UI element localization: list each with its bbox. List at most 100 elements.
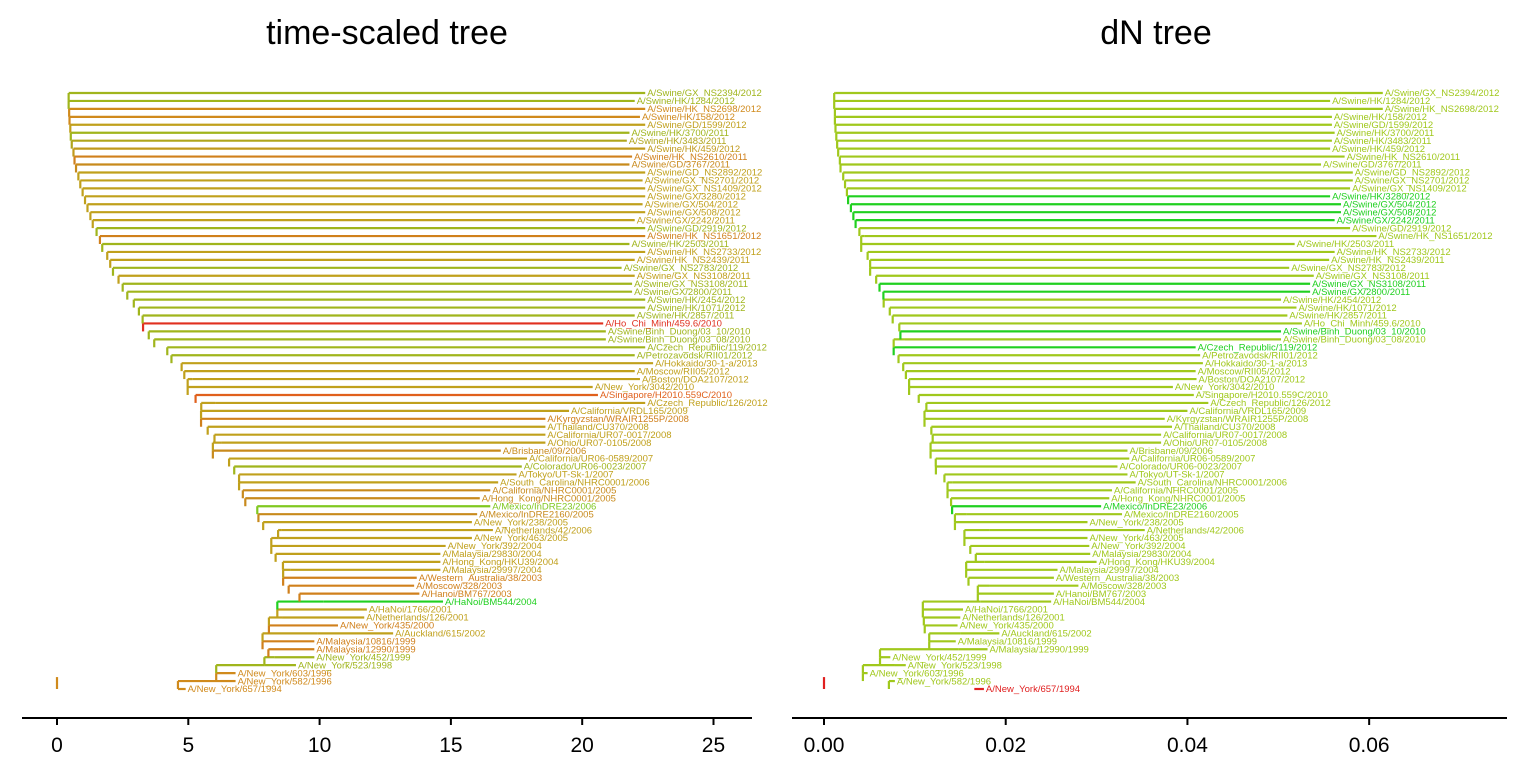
tip-label: A/Swine/HK/3483/2011 bbox=[1334, 136, 1432, 147]
tip-label: A/Swine/GX_NS1409/2012 bbox=[1352, 184, 1467, 195]
tip-label: A/New_York/3042/2010 bbox=[1175, 382, 1274, 393]
tip-label: A/Swine/GX_NS3108/2011 bbox=[637, 271, 751, 282]
tip-label: A/Moscow/328/2003 bbox=[416, 581, 502, 592]
tip-label: A/California/NHRC0001/2005 bbox=[492, 486, 616, 497]
tip-label: A/Auckland/615/2002 bbox=[395, 629, 485, 640]
tip-label: A/Malaysia/10816/1999 bbox=[316, 637, 415, 648]
tip-label: A/New_York/582/1996 bbox=[897, 676, 991, 687]
tip-label: A/Netherlands/42/2006 bbox=[1147, 525, 1244, 536]
tip-label: A/Boston/DOA2107/2012 bbox=[642, 374, 749, 385]
tip-label: A/Petrozavodsk/RII01/2012 bbox=[637, 350, 753, 361]
tip-label: A/Swine/HK/2857/2011 bbox=[637, 311, 735, 322]
tip-label: A/Swine/GD/2919/2012 bbox=[1352, 223, 1451, 234]
tip-label: A/Colorado/UR06-0023/2007 bbox=[1119, 462, 1242, 473]
tip-label: A/Swine/HK/2503/2011 bbox=[631, 239, 729, 250]
tip-label: A/Swine/GX_NS2783/2012 bbox=[1291, 263, 1406, 274]
tip-label: A/Moscow/RII05/2012 bbox=[1198, 366, 1291, 377]
axis-tick-label: 0.02 bbox=[985, 734, 1026, 757]
tip-label: A/Swine/GX_NS2783/2012 bbox=[624, 263, 739, 274]
tip-label: A/Ohio/UR07-0105/2008 bbox=[547, 438, 651, 449]
tip-label: A/Swine/GX_NS2394/2012 bbox=[647, 88, 762, 99]
tip-label: A/Hong_Kong/HKU39/2004 bbox=[442, 557, 558, 568]
tip-label: A/Kyrgyzstan/WRAIR1255P/2008 bbox=[1167, 414, 1309, 425]
tip-label: A/Singapore/H2010.559C/2010 bbox=[1196, 390, 1328, 401]
tip-label: A/Swine/HK/1284/2012 bbox=[1332, 96, 1430, 107]
tip-label: A/Hanoi/BM767/2003 bbox=[1056, 589, 1146, 600]
tip-label: A/Auckland/615/2002 bbox=[1001, 629, 1091, 640]
tip-label: A/Swine/GX/2800/2011 bbox=[634, 287, 732, 298]
tip-label: A/Swine/GX/504/2012 bbox=[645, 199, 738, 210]
tip-label: A/South_Carolina/NHRC0001/2006 bbox=[1138, 478, 1287, 489]
tip-label: A/New_York/523/1998 bbox=[298, 660, 392, 671]
tip-label: A/New_York/582/1996 bbox=[238, 676, 332, 687]
tip-label: A/New_York/603/1996 bbox=[870, 668, 964, 679]
tip-label: A/Swine/GX_NS3108/2011 bbox=[634, 279, 748, 290]
time-tree-tip-labels: A/New_York/657/1994A/New_York/582/1996A/… bbox=[188, 88, 768, 695]
tip-label: A/Czech_Republic/119/2012 bbox=[647, 342, 767, 353]
tip-label: A/California/VRDL165/2009 bbox=[1189, 406, 1306, 417]
tip-label: A/Swine/GX_NS2701/2012 bbox=[1355, 176, 1470, 187]
tip-label: A/New_York/392/2004 bbox=[448, 541, 542, 552]
dn-panel: dN tree A/New_York/657/1994A/New_York/58… bbox=[792, 14, 1507, 757]
tip-label: A/Malaysia/29997/2004 bbox=[1060, 565, 1159, 576]
tip-label: A/Moscow/328/2003 bbox=[1080, 581, 1166, 592]
tip-label: A/Hong_Kong/HKU39/2004 bbox=[1099, 557, 1215, 568]
tip-label: A/New_York/238/2005 bbox=[474, 517, 568, 528]
tip-label: A/South_Carolina/NHRC0001/2006 bbox=[500, 478, 649, 489]
tip-label: A/Swine/HK_NS2610/2011 bbox=[634, 152, 747, 163]
tip-label: A/Hanoi/BM767/2003 bbox=[421, 589, 511, 600]
tip-label: A/Swine/HK/3700/2011 bbox=[1337, 128, 1435, 139]
dn-tree-tip-labels: A/New_York/657/1994A/New_York/582/1996A/… bbox=[870, 88, 1500, 695]
tip-label: A/Ho_Chi_Minh/459.6/2010 bbox=[1304, 319, 1421, 330]
tip-label: A/Swine/GX_NS3108/2011 bbox=[1312, 279, 1426, 290]
axis-tick-label: 0.06 bbox=[1349, 734, 1390, 757]
tip-label: A/Tokyo/UT-Sk-1/2007 bbox=[1129, 470, 1224, 481]
axis-tick-label: 0.04 bbox=[1167, 734, 1208, 757]
tip-label: A/Swine/HK/2857/2011 bbox=[1289, 311, 1387, 322]
tip-label: A/Mexico/InDRE23/2006 bbox=[492, 501, 596, 512]
tip-label: A/Netherlands/126/2001 bbox=[366, 613, 468, 624]
tip-label: A/Hong_Kong/NHRC0001/2005 bbox=[482, 493, 616, 504]
tip-label: A/Swine/GX_NS1409/2012 bbox=[647, 184, 762, 195]
tip-label: A/HaNoi/1766/2001 bbox=[369, 605, 452, 616]
tip-label: A/New_York/657/1994 bbox=[986, 684, 1080, 695]
tip-label: A/Ohio/UR07-0105/2008 bbox=[1163, 438, 1267, 449]
time-tree bbox=[55, 91, 654, 691]
tip-label: A/Malaysia/10816/1999 bbox=[958, 637, 1057, 648]
tip-label: A/Swine/HK_NS2698/2012 bbox=[1385, 104, 1499, 115]
tip-label: A/New_York/523/1998 bbox=[908, 660, 1002, 671]
tip-label: A/Malaysia/12990/1999 bbox=[990, 644, 1089, 655]
tip-label: A/Swine/Binh_Duong/03_08/2010 bbox=[1283, 335, 1426, 346]
tip-label: A/Swine/GX/3280/2012 bbox=[647, 192, 746, 203]
tip-label: A/Swine/HK/158/2012 bbox=[1334, 112, 1427, 123]
tip-label: A/Swine/HK/1071/2012 bbox=[647, 303, 745, 314]
tip-label: A/Swine/HK/158/2012 bbox=[642, 112, 735, 123]
tip-label: A/Malaysia/29830/2004 bbox=[442, 549, 541, 560]
tip-label: A/Swine/GD/2919/2012 bbox=[647, 223, 746, 234]
tip-label: A/Czech_Republic/119/2012 bbox=[1198, 342, 1318, 353]
tip-label: A/Swine/GX/2242/2011 bbox=[637, 215, 735, 226]
tip-label: A/Swine/HK/1071/2012 bbox=[1298, 303, 1396, 314]
tip-label: A/Swine/Binh_Duong/03_08/2010 bbox=[608, 335, 751, 346]
tip-label: A/Czech_Republic/126/2012 bbox=[647, 398, 767, 409]
panel-title-time: time-scaled tree bbox=[266, 14, 508, 52]
tip-label: A/Swine/HK/3483/2011 bbox=[629, 136, 727, 147]
tip-label: A/Swine/GX/504/2012 bbox=[1343, 199, 1436, 210]
tip-label: A/Hokkaido/30-1-a/2013 bbox=[655, 358, 757, 369]
tip-label: A/Netherlands/126/2001 bbox=[962, 613, 1064, 624]
tip-label: A/Thailand/CU370/2008 bbox=[1174, 422, 1275, 433]
dn-axis: 0.00 0.02 0.04 0.06 bbox=[792, 717, 1507, 757]
tip-label: A/Western_Australia/38/2003 bbox=[1056, 573, 1179, 584]
tip-label: A/Swine/HK/2503/2011 bbox=[1297, 239, 1395, 250]
tip-label: A/California/NHRC0001/2005 bbox=[1114, 486, 1238, 497]
tip-label: A/Swine/Binh_Duong/03_10/2010 bbox=[1283, 327, 1426, 338]
tip-label: A/Hokkaido/30-1-a/2013 bbox=[1205, 358, 1307, 369]
tip-label: A/Swine/GX/2800/2011 bbox=[1312, 287, 1410, 298]
axis-tick-label: 15 bbox=[439, 734, 462, 757]
tip-label: A/California/UR06-0589/2007 bbox=[529, 454, 653, 465]
tip-label: A/Swine/HK/2454/2012 bbox=[1283, 295, 1381, 306]
tip-label: A/Malaysia/12990/1999 bbox=[316, 644, 415, 655]
tip-label: A/Swine/HK_NS2439/2011 bbox=[637, 255, 750, 266]
tip-label: A/Swine/HK_NS2610/2011 bbox=[1347, 152, 1460, 163]
